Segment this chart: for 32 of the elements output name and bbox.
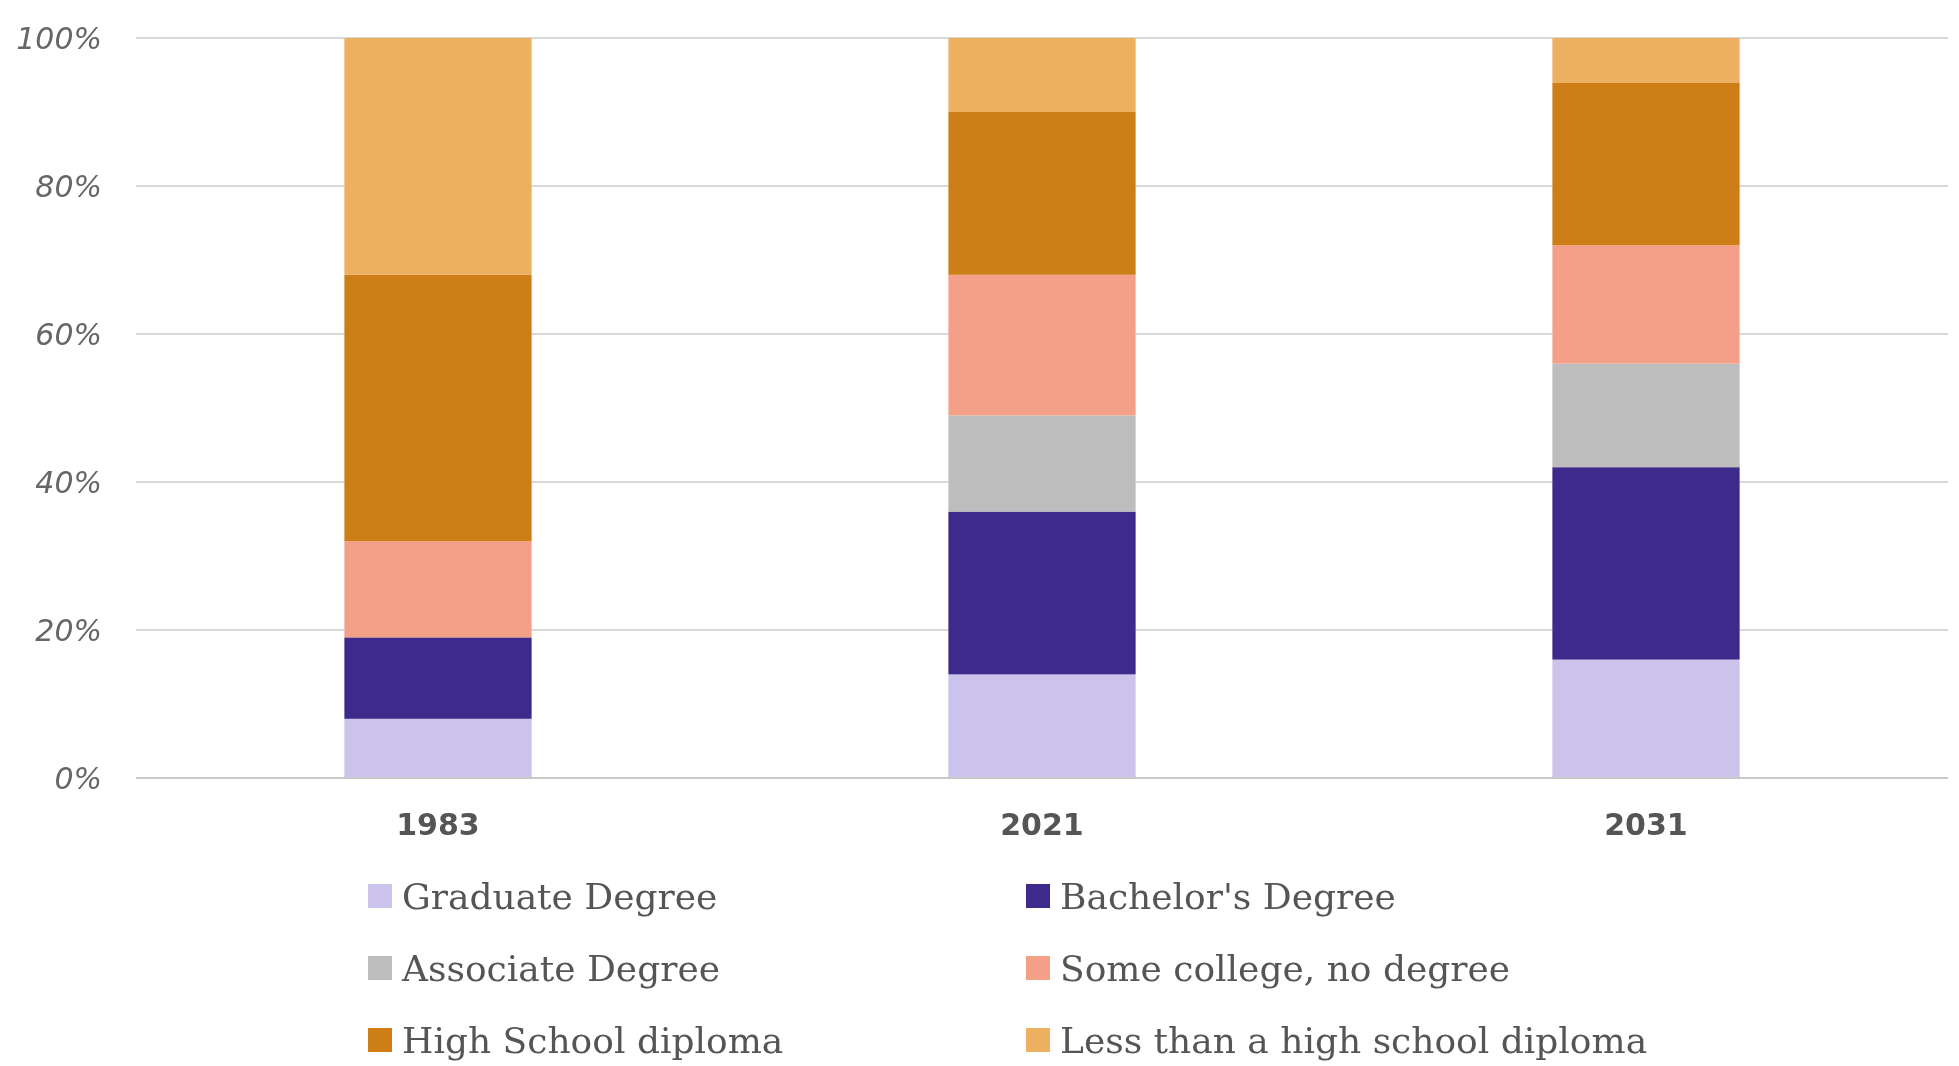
y-tick-label: 100%: [16, 20, 102, 56]
y-tick-label: 80%: [35, 168, 102, 204]
bar: [344, 637, 532, 719]
bar: [948, 274, 1136, 416]
bar: [344, 38, 532, 275]
legend-label: Associate Degree: [401, 947, 721, 989]
x-tick-label: 2031: [1604, 806, 1688, 842]
bar: [948, 511, 1136, 675]
x-tick-label: 1983: [396, 806, 480, 842]
legend-label: Bachelor's Degree: [1060, 875, 1396, 917]
y-tick-label: 0%: [54, 760, 102, 796]
bar: [1552, 82, 1740, 246]
bar: [1552, 467, 1740, 660]
y-tick-label: 20%: [35, 612, 102, 648]
bar: [948, 415, 1136, 512]
y-tick-label: 40%: [35, 464, 102, 500]
bar: [1552, 659, 1740, 778]
x-tick-label: 2021: [1000, 806, 1084, 842]
legend-label: High School diploma: [402, 1019, 784, 1061]
legend-label: Less than a high school diploma: [1060, 1019, 1648, 1061]
bar: [344, 718, 532, 778]
bar: [948, 674, 1136, 778]
bar: [948, 38, 1136, 112]
bar: [344, 541, 532, 638]
legend-label: Graduate Degree: [402, 875, 718, 917]
legend-label: Some college, no degree: [1060, 947, 1511, 989]
bar: [1552, 363, 1740, 468]
bar: [1552, 245, 1740, 364]
bar: [344, 274, 532, 542]
y-tick-label: 60%: [35, 316, 102, 352]
bar: [1552, 38, 1740, 83]
bar: [948, 112, 1136, 275]
